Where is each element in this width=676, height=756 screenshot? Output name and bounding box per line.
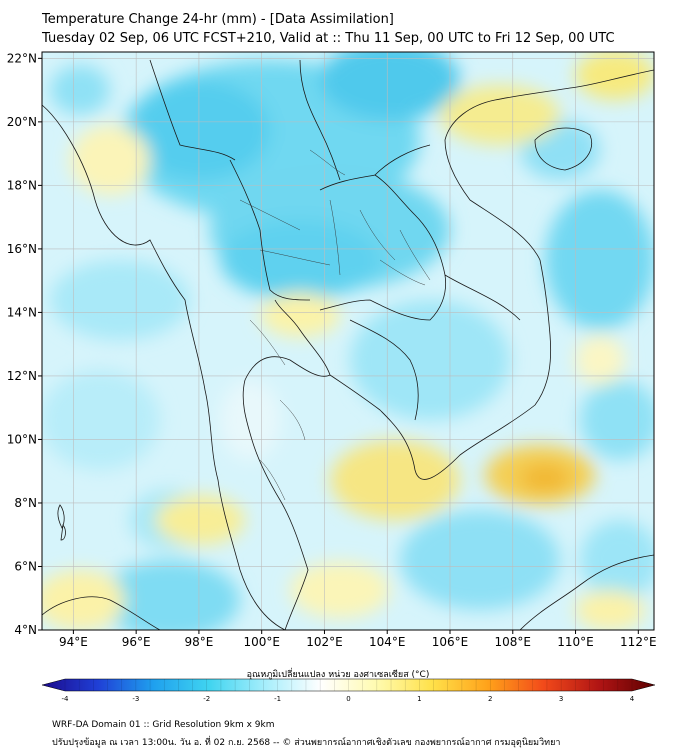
lat-tick-label: 16°N [7,242,37,256]
lon-tick-label: 110°E [557,635,594,649]
lon-tick-label: 108°E [495,635,532,649]
lat-tick-label: 8°N [14,496,37,510]
footer-model-info: WRF-DA Domain 01 :: Grid Resolution 9km … [52,720,275,730]
map-subtitle: Tuesday 02 Sep, 06 UTC FCST+210, Valid a… [42,31,615,46]
colorbar-ticks: -4 -3 -2 -1 0 1 2 3 4 [62,679,635,703]
colorbar-tick-label: 1 [417,695,421,703]
lat-tick-label: 22°N [7,51,37,65]
latitude-axis: 4°N 6°N 8°N 10°N 12°N 14°N 16°N 18°N 20°N 22°N [7,51,42,637]
lon-tick-label: 104°E [369,635,406,649]
map-title: Temperature Change 24-hr (mm) - [Data As… [42,12,394,27]
colorbar-tick-label: 4 [630,695,635,703]
country-borders [42,59,654,630]
lat-tick-label: 18°N [7,178,37,192]
lon-tick-label: 98°E [184,635,213,649]
colorbar-tick-label: -3 [132,695,139,703]
colorbar-tick-label: -1 [274,695,281,703]
colorbar: -4 -3 -2 -1 0 1 2 3 4 [41,678,656,703]
colorbar-tick-label: -4 [62,695,70,703]
lon-tick-label: 96°E [122,635,151,649]
lon-tick-label: 102°E [306,635,343,649]
grid-lines [42,52,654,630]
colorbar-tick-label: 0 [346,695,350,703]
longitude-axis: 94°E 96°E 98°E 100°E 102°E 104°E 106°E 108°E 110… [59,630,657,649]
lat-tick-label: 6°N [14,559,37,573]
colorbar-tick-label: 3 [559,695,563,703]
colorbar-tick-label: 2 [488,695,492,703]
temperature-field [42,52,654,630]
lon-tick-label: 100°E [243,635,280,649]
lat-tick-label: 4°N [14,623,37,637]
colorbar-bar [41,678,656,692]
lat-tick-label: 10°N [7,432,37,446]
lat-tick-label: 20°N [7,115,37,129]
lon-tick-label: 112°E [620,635,657,649]
lon-tick-label: 106°E [432,635,469,649]
lon-tick-label: 94°E [59,635,88,649]
province-borders [239,149,431,501]
colorbar-tick-label: -2 [203,695,210,703]
lat-tick-label: 12°N [7,369,37,383]
lat-tick-label: 14°N [7,305,37,319]
map-frame [41,51,655,631]
footer-credit: ปรับปรุงข้อมูล ณ เวลา 13:00น. วัน อ. ที่… [52,738,561,748]
colorbar-label: อุณหภูมิเปลี่ยนแปลง หน่วย องศาเซลเซียส (… [246,670,430,680]
